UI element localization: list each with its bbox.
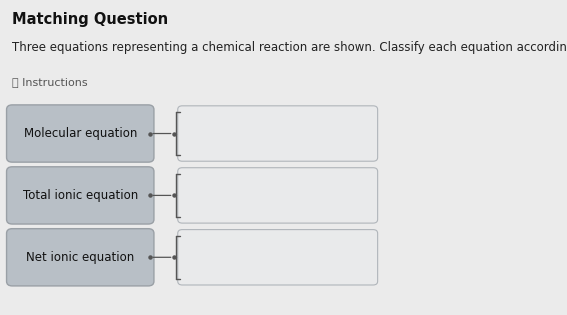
- Text: Molecular equation: Molecular equation: [24, 127, 137, 140]
- Text: Three equations representing a chemical reaction are shown. Classify each equati: Three equations representing a chemical …: [12, 42, 567, 54]
- FancyBboxPatch shape: [7, 167, 154, 224]
- Text: Total ionic equation: Total ionic equation: [23, 189, 138, 202]
- FancyBboxPatch shape: [177, 230, 378, 285]
- FancyBboxPatch shape: [177, 168, 378, 223]
- FancyBboxPatch shape: [7, 229, 154, 286]
- Text: Matching Question: Matching Question: [12, 12, 168, 27]
- Text: Net ionic equation: Net ionic equation: [26, 251, 134, 264]
- Text: ⓘ Instructions: ⓘ Instructions: [12, 77, 88, 87]
- FancyBboxPatch shape: [7, 105, 154, 162]
- FancyBboxPatch shape: [177, 106, 378, 161]
